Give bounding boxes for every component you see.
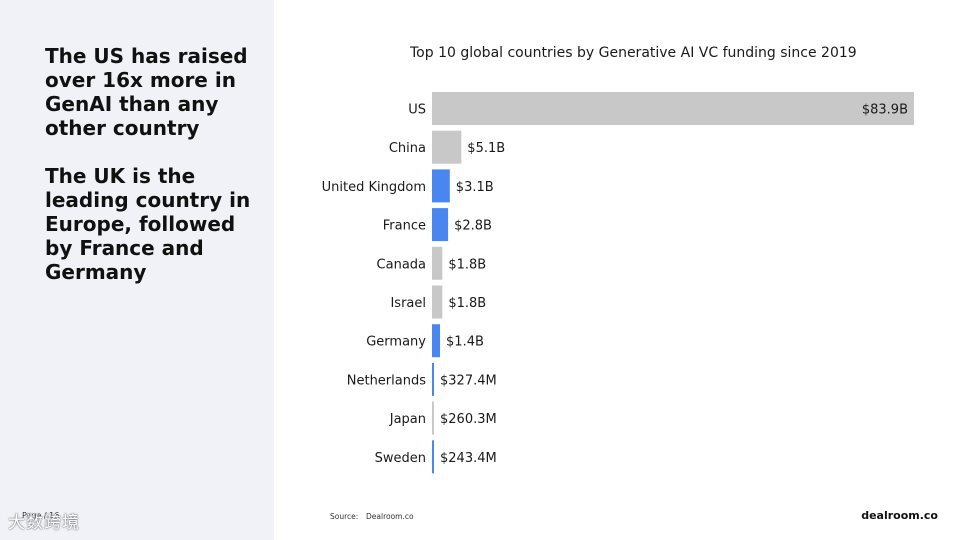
category-label: United Kingdom — [322, 180, 426, 195]
bar — [432, 92, 914, 125]
page-number: Page / 16 — [22, 511, 60, 520]
value-label: $243.4M — [440, 451, 497, 466]
bar — [432, 440, 434, 474]
bar — [432, 401, 434, 435]
category-label: Sweden — [375, 451, 426, 466]
category-label: Germany — [366, 335, 426, 350]
bar — [432, 169, 450, 203]
bar — [432, 246, 443, 280]
bar — [432, 324, 441, 358]
value-label: $5.1B — [467, 141, 505, 156]
category-label: France — [383, 219, 426, 234]
brand-logo: dealroom.co — [861, 509, 938, 522]
left-panel: The US has raised over 16x more in GenAI… — [0, 0, 274, 540]
value-label: $260.3M — [440, 412, 497, 427]
bar — [432, 362, 434, 396]
source-label: Source: — [330, 512, 359, 521]
bar — [432, 208, 449, 242]
value-label: $1.8B — [448, 257, 486, 272]
source-value: Dealroom.co — [366, 512, 414, 521]
value-label: $327.4M — [440, 373, 497, 388]
value-label: $83.9B — [862, 103, 908, 118]
watermark: 大数跨境 — [8, 513, 80, 533]
value-label: $1.8B — [448, 296, 486, 311]
value-label: $3.1B — [456, 180, 494, 195]
headline-us: The US has raised over 16x more in GenAI… — [45, 44, 248, 140]
category-label: China — [389, 141, 426, 156]
chart-title: Top 10 global countries by Generative AI… — [410, 45, 857, 61]
headline-uk: The UK is the leading country in Europe,… — [45, 164, 251, 284]
category-label: Japan — [389, 412, 426, 427]
category-label: US — [408, 103, 426, 118]
value-label: $1.4B — [446, 335, 484, 350]
bar — [432, 285, 443, 319]
category-label: Netherlands — [347, 373, 426, 388]
value-label: $2.8B — [454, 219, 492, 234]
bar — [432, 130, 462, 164]
category-label: Canada — [377, 257, 426, 272]
category-label: Israel — [390, 296, 426, 311]
